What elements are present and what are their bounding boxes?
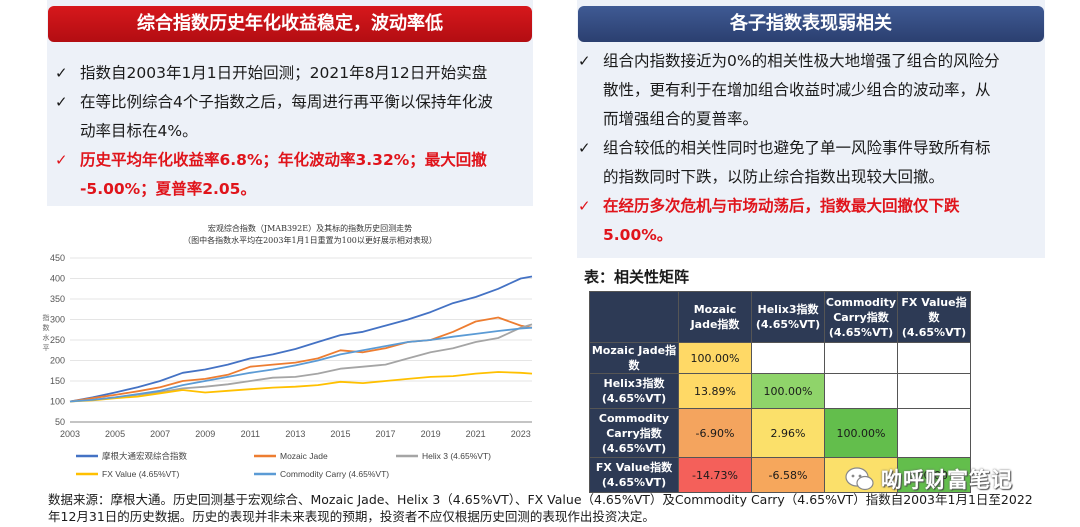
right-bullet-2-line-1: 5.00%。 (603, 226, 673, 244)
legend-label: Helix 3 (4.65%VT) (422, 451, 491, 461)
table-title: 表：相关性矩阵 (584, 268, 690, 286)
table-col-header: Mozaic Jade指数 (678, 291, 752, 343)
x-tick-label: 2017 (375, 429, 395, 439)
legend-label: FX Value (4.65%VT) (102, 469, 179, 479)
x-tick-label: 2023 (511, 429, 531, 439)
right-bullet-2-line-0: 在经历多次危机与市场动荡后，指数最大回撤仅下跌 (603, 197, 960, 215)
x-tick-label: 2003 (60, 429, 80, 439)
y-axis-label: 数 (43, 323, 50, 332)
table-row-header: Helix3指数 (4.65%VT) (589, 373, 679, 409)
y-tick-label: 300 (50, 315, 65, 325)
table-cell (824, 342, 898, 374)
table-row: FX Value指数 (4.65%VT)-14.73%-6.58%2.100.0… (589, 457, 971, 493)
check-icon: ✓ (55, 93, 68, 111)
x-tick-label: 2011 (241, 429, 260, 439)
y-tick-label: 350 (50, 294, 65, 304)
table-cell (751, 342, 825, 374)
y-tick-label: 400 (50, 274, 65, 284)
watermark: 呦呼财富笔记 (843, 464, 1051, 494)
table-cell: -6.58% (751, 457, 825, 493)
y-axis-label: 指 (43, 313, 50, 322)
series-line (69, 326, 533, 403)
check-icon: ✓ (578, 197, 591, 215)
series-line (69, 323, 533, 403)
y-tick-label: 100 (50, 397, 65, 407)
table-cell (897, 408, 971, 458)
chart-subtitle: （图中各指数水平均在2003年1月1日重置为100以更好展示相对表现） (183, 236, 437, 245)
check-icon: ✓ (578, 52, 591, 70)
table-row: Helix3指数 (4.65%VT) 13.89% 100.00% (589, 373, 971, 409)
right-bullet-1-line-0: 组合较低的相关性同时也避免了单一风险事件导致所有标 (603, 139, 991, 157)
table-cell: 100.00% (751, 373, 825, 409)
check-icon: ✓ (578, 139, 591, 157)
table-row-header: FX Value指数 (4.65%VT) (589, 457, 679, 493)
right-bullet-0-line-2: 而增强组合的夏普率。 (603, 110, 759, 128)
source-line-1: 数据来源：摩根大通。历史回测基于宏观综合、Mozaic Jade、Helix 3… (48, 492, 1033, 507)
legend-label: Mozaic Jade (280, 451, 328, 461)
table-cell: 100.00% (897, 457, 971, 493)
source-line-2: 年12月31日的历史数据。历史的表现并非未来表现的预期，投资者不应仅根据历史回测… (48, 509, 655, 524)
y-tick-label: 150 (50, 376, 65, 386)
x-tick-label: 2007 (150, 429, 170, 439)
check-icon: ✓ (55, 151, 68, 169)
legend-label: 摩根大通宏观综合指数 (102, 451, 188, 461)
table-cell: 100.00% (824, 408, 898, 458)
chat-bubble-icon (845, 467, 874, 491)
table-corner (589, 291, 679, 343)
legend-label: Commodity Carry (4.65%VT) (280, 469, 389, 479)
table-row: Commodity Carry指数 (4.65%VT) -6.90% 2.96% 10… (589, 408, 971, 458)
table-cell: 2.96% (751, 408, 825, 458)
check-icon: ✓ (55, 64, 68, 82)
y-tick-label: 250 (50, 335, 65, 345)
y-axis-label: 平 (43, 344, 50, 352)
watermark-text: 呦呼财富笔记 (881, 468, 1013, 492)
correlation-matrix: Mozaic Jade指数 Helix3指数 (4.65%VT) Commodity… (589, 291, 971, 493)
table-cell (897, 373, 971, 409)
left-header: 综合指数历史年化收益稳定，波动率低 (48, 6, 532, 42)
x-tick-label: 2009 (195, 429, 215, 439)
x-tick-label: 2019 (421, 429, 441, 439)
left-bullet-0-line-0: 指数自2003年1月1日开始回测；2021年8月12日开始实盘 (80, 64, 488, 82)
table-row-header: Commodity Carry指数 (4.65%VT) (589, 408, 679, 458)
y-tick-label: 50 (55, 417, 65, 427)
table-cell: -6.90% (678, 408, 752, 458)
history-line-chart: 50 100 150 200 250 300 350 400 450 2003 2005 2007 20… (43, 253, 533, 479)
x-tick-label: 2021 (466, 429, 486, 439)
table-col-header: Helix3指数 (4.65%VT) (751, 291, 825, 343)
x-tick-label: 2005 (105, 429, 125, 439)
series-line (69, 316, 533, 403)
left-bullet-2-line-1: -5.00%；夏普率2.05。 (80, 180, 256, 198)
left-bullet-1-line-1: 动率目标在4%。 (80, 122, 198, 140)
series-line (69, 371, 533, 403)
left-bullet-1-line-0: 在等比例综合4个子指数之后，每周进行再平衡以保持年化波 (80, 93, 493, 111)
series-line (69, 275, 533, 403)
right-header: 各子指数表现弱相关 (578, 6, 1044, 42)
table-cell: -14.73% (678, 457, 752, 493)
table-row: Mozaic Jade指数 100.00% (589, 342, 971, 374)
table-col-header: Commodity Carry指数 (4.65%VT) (824, 291, 898, 343)
source-note: 数据来源：摩根大通。历史回测基于宏观综合、Mozaic Jade、Helix 3… (48, 491, 1048, 525)
table-cell: 13.89% (678, 373, 752, 409)
y-tick-label: 200 (50, 356, 65, 366)
right-bullet-0-line-0: 组合内指数接近为0%的相关性极大地增强了组合的风险分 (603, 52, 1000, 70)
table-col-header: FX Value指数 (4.65%VT) (897, 291, 971, 343)
chart-title: 宏观综合指数（JMAB392E）及其标的指数历史回测走势 (207, 224, 413, 233)
left-bullet-2-line-0: 历史平均年化收益率6.8%；年化波动率3.32%；最大回撤 (80, 151, 487, 169)
y-axis-label: 水 (43, 333, 50, 342)
table-cell (824, 373, 898, 409)
y-tick-label: 450 (50, 253, 65, 263)
right-panel (577, 0, 1045, 258)
right-bullet-1-line-1: 的指数同时下跌，以防止综合指数出现较大回撤。 (603, 168, 945, 186)
x-tick-label: 2013 (285, 429, 305, 439)
table-row-header: Mozaic Jade指数 (589, 342, 679, 374)
table-cell: 100.00% (678, 342, 752, 374)
table-cell (897, 342, 971, 374)
x-tick-label: 2015 (330, 429, 350, 439)
right-bullet-0-line-1: 散性，更有利于在增加组合收益时减少组合的波动率，从 (603, 81, 991, 99)
